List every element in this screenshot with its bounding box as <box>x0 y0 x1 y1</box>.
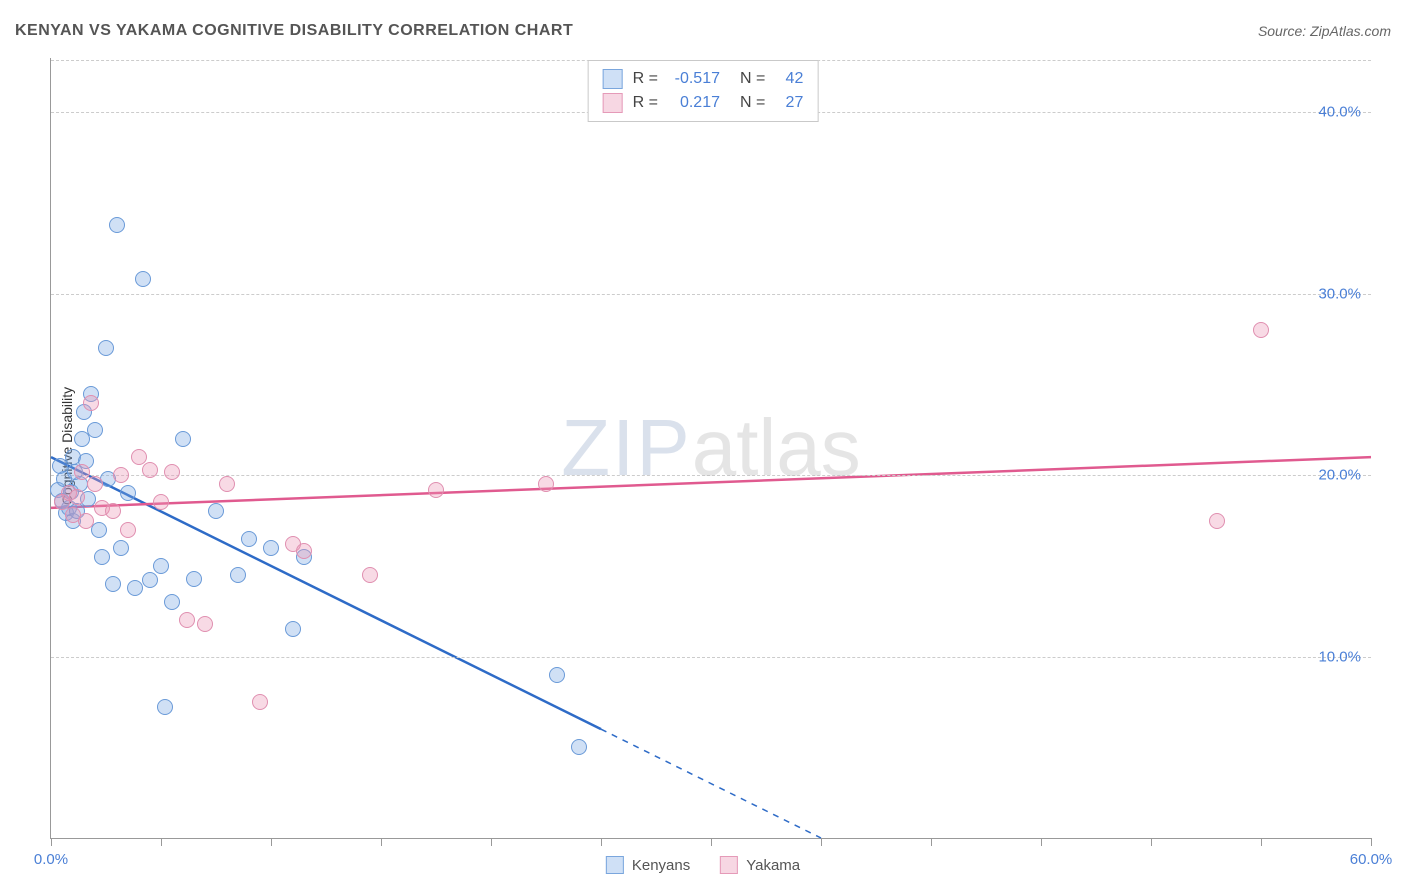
scatter-point <box>285 621 301 637</box>
scatter-point <box>120 522 136 538</box>
x-tick <box>51 838 52 846</box>
scatter-point <box>98 340 114 356</box>
legend-series-item: Yakama <box>720 856 800 874</box>
y-tick-label: 30.0% <box>1318 285 1361 302</box>
scatter-point <box>113 467 129 483</box>
trend-line-yakama <box>51 457 1371 508</box>
y-tick-label: 10.0% <box>1318 648 1361 665</box>
x-tick <box>271 838 272 846</box>
legend-swatch <box>603 93 623 113</box>
n-value: 27 <box>775 94 803 112</box>
x-tick <box>601 838 602 846</box>
scatter-point <box>87 422 103 438</box>
x-tick <box>1151 838 1152 846</box>
scatter-point <box>157 699 173 715</box>
gridline <box>51 657 1371 658</box>
y-tick-label: 40.0% <box>1318 104 1361 121</box>
legend-series: Kenyans Yakama <box>606 856 800 874</box>
x-tick-label: 0.0% <box>34 851 68 868</box>
r-label: R = <box>633 70 658 88</box>
scatter-point <box>164 594 180 610</box>
scatter-point <box>91 522 107 538</box>
scatter-point <box>538 476 554 492</box>
gridline <box>51 294 1371 295</box>
scatter-point <box>142 462 158 478</box>
scatter-point <box>263 540 279 556</box>
scatter-point <box>113 540 129 556</box>
scatter-point <box>127 580 143 596</box>
legend-correlation-row: R = 0.217 N = 27 <box>603 91 804 115</box>
r-label: R = <box>633 94 658 112</box>
scatter-point <box>252 694 268 710</box>
n-label: N = <box>740 70 765 88</box>
legend-swatch <box>603 69 623 89</box>
legend-series-label: Kenyans <box>632 857 690 874</box>
scatter-point <box>164 464 180 480</box>
source-label: Source: ZipAtlas.com <box>1258 23 1391 39</box>
x-tick <box>931 838 932 846</box>
watermark: ZIPatlas <box>561 402 860 494</box>
scatter-point <box>230 567 246 583</box>
scatter-point <box>571 739 587 755</box>
legend-correlation-box: R = -0.517 N = 42 R = 0.217 N = 27 <box>588 60 819 122</box>
scatter-point <box>135 271 151 287</box>
scatter-point <box>120 485 136 501</box>
scatter-point <box>186 571 202 587</box>
scatter-point <box>197 616 213 632</box>
x-tick <box>821 838 822 846</box>
legend-series-item: Kenyans <box>606 856 690 874</box>
scatter-point <box>219 476 235 492</box>
scatter-point <box>78 513 94 529</box>
scatter-point <box>105 576 121 592</box>
legend-correlation-row: R = -0.517 N = 42 <box>603 67 804 91</box>
scatter-point <box>428 482 444 498</box>
scatter-point <box>1209 513 1225 529</box>
watermark-atlas: atlas <box>692 403 861 492</box>
legend-swatch <box>606 856 624 874</box>
scatter-point <box>175 431 191 447</box>
r-value: -0.517 <box>668 70 720 88</box>
scatter-point <box>142 572 158 588</box>
scatter-point <box>153 558 169 574</box>
x-tick-label: 60.0% <box>1350 851 1393 868</box>
scatter-point <box>179 612 195 628</box>
scatter-point <box>109 217 125 233</box>
scatter-point <box>87 476 103 492</box>
x-tick <box>381 838 382 846</box>
scatter-point <box>362 567 378 583</box>
x-tick <box>1261 838 1262 846</box>
trend-line-extrap-kenyans <box>601 729 821 838</box>
scatter-point <box>1253 322 1269 338</box>
x-tick <box>1371 838 1372 846</box>
scatter-point <box>208 503 224 519</box>
n-value: 42 <box>775 70 803 88</box>
y-tick-label: 20.0% <box>1318 467 1361 484</box>
scatter-point <box>69 489 85 505</box>
scatter-point <box>94 549 110 565</box>
chart-title: KENYAN VS YAKAMA COGNITIVE DISABILITY CO… <box>15 22 573 40</box>
scatter-point <box>296 543 312 559</box>
scatter-point <box>153 494 169 510</box>
n-label: N = <box>740 94 765 112</box>
x-tick <box>161 838 162 846</box>
scatter-point <box>241 531 257 547</box>
trend-lines-svg <box>51 58 1371 838</box>
legend-swatch <box>720 856 738 874</box>
scatter-point <box>549 667 565 683</box>
plot-area: ZIPatlas 10.0%20.0%30.0%40.0%0.0%60.0% <box>50 58 1371 839</box>
x-tick <box>711 838 712 846</box>
scatter-point <box>105 503 121 519</box>
legend-series-label: Yakama <box>746 857 800 874</box>
watermark-zip: ZIP <box>561 403 691 492</box>
gridline <box>51 475 1371 476</box>
scatter-point <box>74 464 90 480</box>
r-value: 0.217 <box>668 94 720 112</box>
x-tick <box>491 838 492 846</box>
chart-header: KENYAN VS YAKAMA COGNITIVE DISABILITY CO… <box>15 22 1391 40</box>
x-tick <box>1041 838 1042 846</box>
scatter-point <box>83 395 99 411</box>
